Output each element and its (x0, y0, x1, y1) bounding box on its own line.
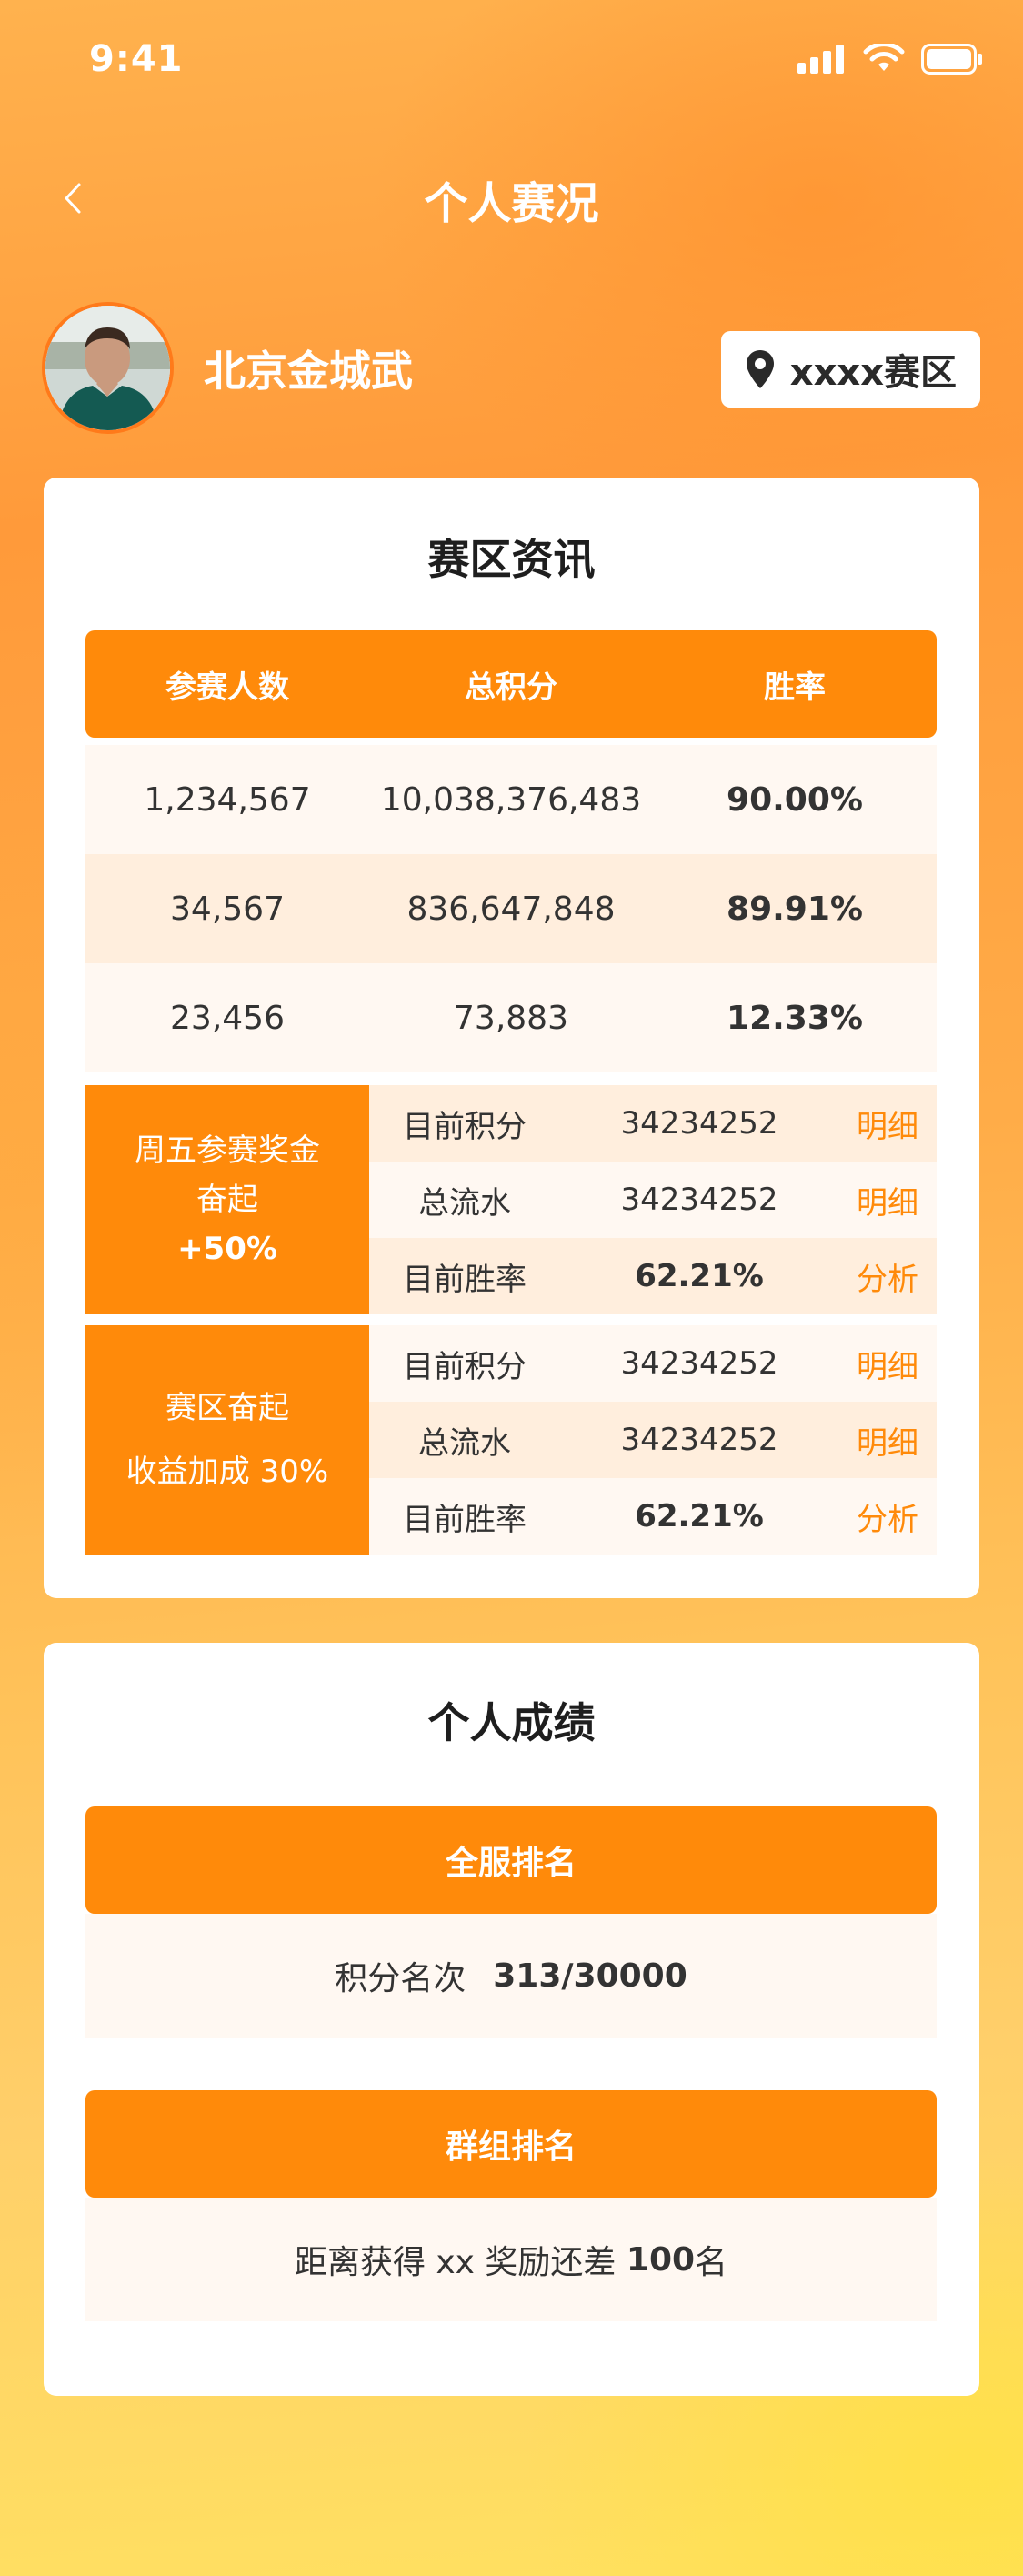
promo-row: 目前胜率 62.21% 分析 (369, 1478, 937, 1555)
group-rank-text-before: 距离获得 xx 奖励还差 (294, 2244, 627, 2281)
cell-total-points: 836,647,848 (406, 890, 616, 928)
promo-banner: 赛区奋起 收益加成 30% (85, 1325, 369, 1555)
col-header-win-rate: 胜率 (764, 669, 826, 706)
promo-row: 目前积分 34234252 明细 (369, 1085, 937, 1162)
promo-row-value: 34234252 (620, 1105, 778, 1142)
promo-row-label: 目前胜率 (403, 1501, 527, 1538)
promo-row: 总流水 34234252 明细 (369, 1162, 937, 1238)
back-chevron-icon (65, 183, 81, 214)
group-rank-text-after: 名 (695, 2244, 728, 2281)
promo-row-value: 34234252 (620, 1422, 778, 1458)
promo-stats: 目前积分 34234252 明细 总流水 34234252 明细 目前胜率 62… (369, 1085, 937, 1314)
status-time: 9:41 (89, 38, 184, 80)
table-row: 23,456 73,883 12.33% (85, 963, 937, 1072)
region-button[interactable]: xxxx赛区 (720, 331, 980, 408)
location-pin-icon (746, 350, 774, 388)
personal-title-wrap: 个人成绩 (44, 1690, 979, 1750)
detail-link[interactable]: 明细 (857, 1348, 918, 1385)
promo-banner: 周五参赛奖金 奋起 +50% (85, 1085, 369, 1314)
promo-row-value: 62.21% (635, 1498, 764, 1535)
wifi-icon (863, 44, 905, 71)
analysis-link[interactable]: 分析 (857, 1261, 918, 1298)
group-rank-block: 群组排名 距离获得 xx 奖励还差 100 名 (85, 2090, 937, 2321)
promo-line: 周五参赛奖金 (135, 1132, 320, 1169)
group-rank-body: 距离获得 xx 奖励还差 100 名 (85, 2198, 937, 2321)
cell-total-points: 10,038,376,483 (380, 780, 642, 819)
page-title: 个人赛况 (424, 178, 599, 229)
cell-total-points: 73,883 (454, 999, 568, 1037)
table-row: 1,234,567 10,038,376,483 90.00% (85, 745, 937, 854)
status-icons (797, 44, 983, 75)
avatar-image (45, 306, 170, 430)
analysis-link[interactable]: 分析 (857, 1501, 918, 1538)
promo-row: 目前胜率 62.21% 分析 (369, 1238, 937, 1314)
promo-line: 收益加成 30% (125, 1454, 329, 1490)
personal-results-card: 个人成绩 全服排名 积分名次 313/30000 群组排名 距离获得 xx 奖励… (44, 1643, 979, 2396)
detail-link[interactable]: 明细 (857, 1424, 918, 1462)
global-rank-button[interactable]: 全服排名 (85, 1806, 937, 1914)
promo-row: 总流水 34234252 明细 (369, 1402, 937, 1478)
col-header-total-points: 总积分 (465, 669, 557, 706)
col-header-participants: 参赛人数 (165, 669, 289, 706)
cell-participants: 1,234,567 (144, 780, 311, 819)
detail-link[interactable]: 明细 (857, 1184, 918, 1222)
promo-stats: 目前积分 34234252 明细 总流水 34234252 明细 目前胜率 62… (369, 1325, 937, 1555)
cell-participants: 34,567 (170, 890, 285, 928)
promo-row-value: 34234252 (620, 1182, 778, 1218)
promo-row-label: 目前胜率 (403, 1261, 527, 1298)
global-rank-body: 积分名次 313/30000 (85, 1914, 937, 2038)
promo-block-friday: 周五参赛奖金 奋起 +50% 目前积分 34234252 明细 总流水 3423… (85, 1085, 937, 1314)
cell-win-rate: 89.91% (727, 890, 863, 928)
region-label: xxxx赛区 (789, 352, 957, 394)
promo-line: 奋起 (196, 1182, 258, 1218)
group-rank-value: 100 (626, 2240, 696, 2279)
promo-row-value: 34234252 (620, 1345, 778, 1382)
promo-line: +50% (177, 1231, 277, 1267)
personal-title: 个人成绩 (413, 1690, 610, 1750)
group-rank-button[interactable]: 群组排名 (85, 2090, 937, 2198)
nav-bar: 个人赛况 (0, 155, 1023, 236)
region-info-card: 赛区资讯 参赛人数 总积分 胜率 1,234,567 10,038,376,48… (44, 478, 979, 1598)
profile-header: 北京金城武 xxxx赛区 (42, 302, 980, 434)
user-name: 北京金城武 (204, 347, 413, 396)
region-info-title-wrap: 赛区资讯 (44, 527, 979, 587)
back-button[interactable] (45, 171, 100, 226)
detail-link[interactable]: 明细 (857, 1108, 918, 1145)
table-row: 34,567 836,647,848 89.91% (85, 854, 937, 963)
promo-row-label: 总流水 (418, 1184, 511, 1222)
region-info-title: 赛区资讯 (413, 527, 610, 587)
promo-row-label: 目前积分 (403, 1348, 527, 1385)
global-rank-label: 积分名次 (335, 1960, 466, 1997)
promo-row-label: 目前积分 (403, 1108, 527, 1145)
avatar[interactable] (42, 302, 174, 434)
table-header: 参赛人数 总积分 胜率 (85, 630, 937, 738)
cell-participants: 23,456 (170, 999, 285, 1037)
promo-line: 赛区奋起 (165, 1390, 289, 1426)
status-bar: 9:41 (0, 0, 1023, 118)
promo-block-region: 赛区奋起 收益加成 30% 目前积分 34234252 明细 总流水 34234… (85, 1325, 937, 1555)
global-rank-value: 313/30000 (493, 1957, 687, 1995)
promo-row-label: 总流水 (418, 1424, 511, 1462)
promo-row: 目前积分 34234252 明细 (369, 1325, 937, 1402)
cell-win-rate: 90.00% (727, 780, 863, 819)
battery-icon (921, 44, 982, 75)
promo-row-value: 62.21% (635, 1258, 764, 1294)
global-rank-block: 全服排名 积分名次 313/30000 (85, 1806, 937, 2038)
signal-icon (797, 45, 844, 74)
cell-win-rate: 12.33% (727, 999, 863, 1037)
